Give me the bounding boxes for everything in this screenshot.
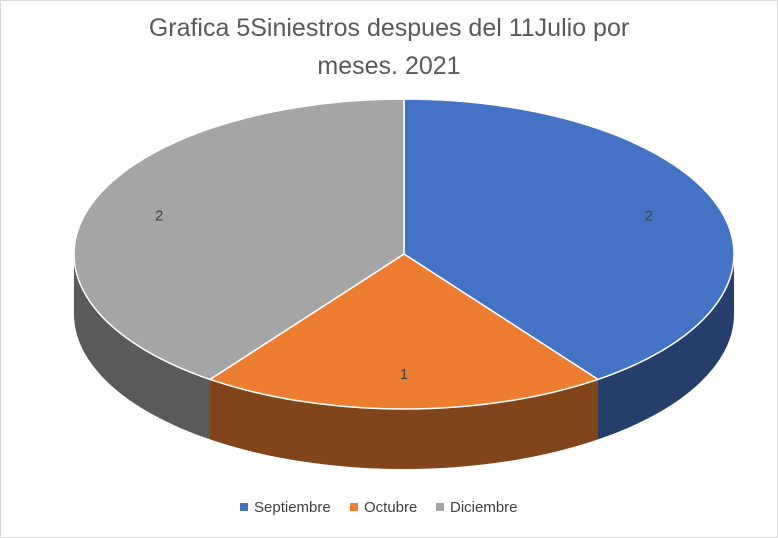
slice [73, 98, 405, 381]
data-label: 2 [155, 208, 163, 225]
data-label: 1 [400, 366, 408, 383]
slice-side-shade [597, 254, 734, 440]
slice [208, 253, 600, 410]
chart-title: Grafica 5Siniestros despues del 11Julio … [148, 14, 630, 80]
legend-swatch [240, 503, 248, 511]
legend-label: Octubre [364, 499, 417, 516]
slice-side [597, 254, 734, 440]
legend-swatch [350, 503, 358, 511]
slice [403, 98, 735, 381]
slice-side [74, 254, 211, 440]
data-label: 2 [645, 208, 653, 225]
legend-label: Septiembre [254, 499, 331, 516]
slice-side [210, 379, 598, 470]
slice-side-shade [210, 379, 598, 470]
legend-swatch [436, 503, 444, 511]
slice-side-shade [74, 254, 211, 440]
legend-label: Diciembre [450, 499, 518, 516]
